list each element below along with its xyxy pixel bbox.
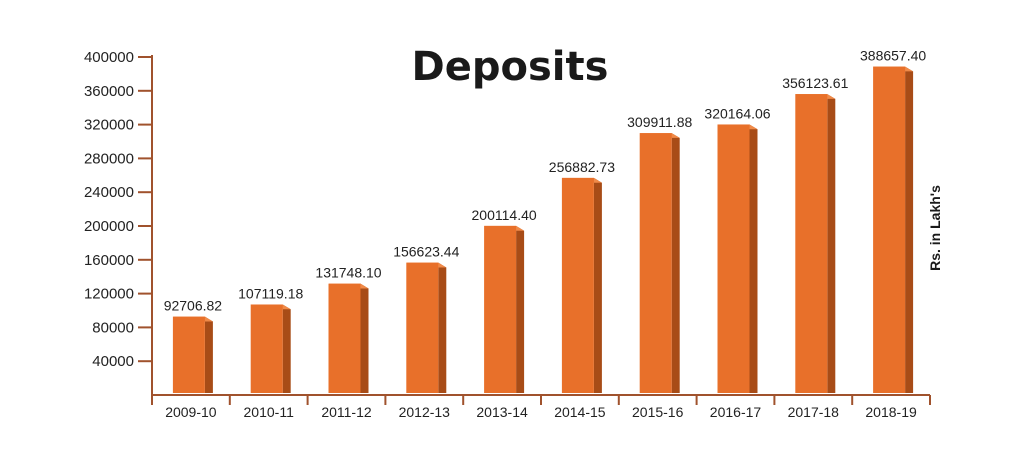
bar-side (516, 225, 525, 393)
data-label: 320164.06 (704, 105, 770, 121)
bar-side (827, 94, 836, 393)
bar (328, 283, 369, 393)
x-tick-label: 2009-10 (165, 404, 217, 420)
bar-front (717, 124, 750, 394)
bar (717, 124, 758, 394)
y-tick-label: 320000 (84, 117, 134, 134)
data-label: 200114.40 (472, 207, 537, 223)
bar-side (438, 262, 447, 393)
data-label: 156623.44 (393, 244, 459, 260)
y-tick-label: 120000 (84, 286, 134, 303)
bar-side (749, 124, 758, 394)
bar (250, 304, 291, 393)
x-tick-label: 2015-16 (632, 404, 684, 420)
x-tick-label: 2017-18 (788, 404, 840, 420)
bar (639, 133, 680, 394)
y-axis-label: Rs. in Lakh's (927, 185, 943, 271)
bar-side (204, 316, 213, 393)
bar-side (282, 304, 291, 393)
bar-side (360, 283, 369, 393)
data-label: 256882.73 (549, 159, 615, 175)
data-label: 388657.40 (860, 48, 926, 64)
bar-side (905, 66, 914, 393)
bar-side (671, 133, 680, 394)
x-tick-label: 2010-11 (244, 404, 295, 420)
bar-front (639, 133, 672, 394)
bar (484, 225, 525, 393)
y-tick-label: 240000 (84, 184, 134, 201)
x-tick-label: 2014-15 (554, 404, 606, 420)
data-label: 92706.82 (164, 298, 223, 314)
x-tick-label: 2011-12 (321, 404, 372, 420)
data-label: 131748.10 (315, 265, 381, 281)
bar-front (561, 177, 594, 393)
bar-front (873, 66, 906, 393)
bar-front (328, 283, 361, 393)
y-tick-label: 160000 (84, 252, 134, 269)
x-tick-label: 2016-17 (710, 404, 762, 420)
bar (873, 66, 914, 393)
bar (561, 177, 602, 393)
bar-front (795, 94, 828, 393)
y-tick-label: 360000 (84, 83, 134, 100)
bar-front (250, 304, 283, 393)
data-label: 107119.18 (238, 285, 303, 301)
bar-front (406, 262, 439, 393)
x-tick-label: 2018-19 (865, 404, 917, 420)
bar-side (593, 177, 602, 393)
bar (172, 316, 213, 393)
y-tick-label: 280000 (84, 150, 134, 167)
axes (138, 55, 931, 405)
bar-front (172, 316, 205, 393)
data-label: 309911.88 (627, 114, 692, 130)
y-tick-label: 400000 (84, 49, 134, 66)
y-tick-label: 80000 (92, 319, 134, 336)
bar-front (484, 225, 517, 393)
x-tick-label: 2012-13 (399, 404, 451, 420)
bar (406, 262, 447, 393)
bars (172, 66, 914, 394)
labels: 40000 80000 120000 160000 200000 240000 280000… (84, 48, 926, 420)
y-tick-label: 40000 (92, 353, 134, 370)
x-tick-label: 2013-14 (476, 404, 528, 420)
bar (795, 94, 836, 393)
y-tick-label: 200000 (84, 218, 134, 235)
chart-title: Deposits (412, 44, 609, 90)
data-label: 356123.61 (782, 75, 848, 91)
